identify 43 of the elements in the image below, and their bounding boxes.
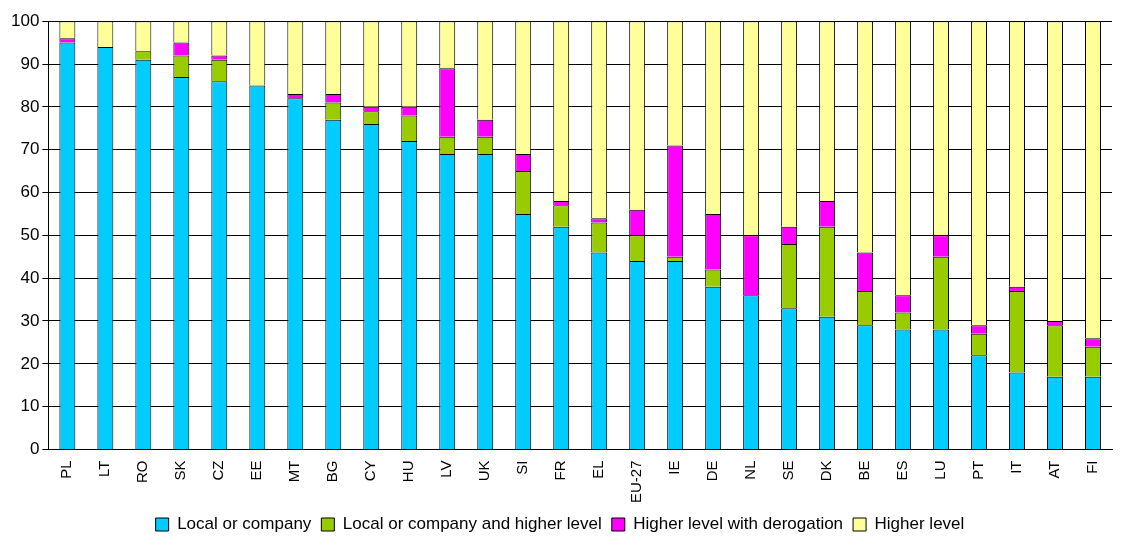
- x-tick-label: UK: [475, 460, 493, 482]
- x-tick-label: FI: [1083, 460, 1101, 474]
- x-tick-label: IE: [665, 460, 683, 475]
- y-tick-label: 90: [20, 53, 40, 73]
- legend-label: Local or company and higher level: [342, 514, 602, 534]
- x-tick-label: DE: [703, 460, 721, 482]
- x-tick-label: ES: [893, 460, 911, 481]
- x-tick-label: FR: [551, 460, 569, 481]
- x-tick-label: CY: [361, 460, 379, 482]
- x-tick-label: MT: [285, 460, 303, 483]
- y-tick-label: 40: [20, 267, 40, 287]
- y-tick-label: 10: [20, 396, 40, 416]
- x-tick-label: EL: [589, 460, 607, 479]
- x-tick-label: AT: [1045, 460, 1063, 479]
- legend-label: Higher level: [874, 514, 965, 534]
- x-tick-label: DK: [817, 460, 835, 482]
- y-tick-label: 30: [20, 310, 40, 330]
- x-tick-label: PL: [57, 460, 75, 479]
- y-tick-label: 50: [20, 225, 40, 245]
- x-tick-label: CZ: [209, 460, 227, 481]
- y-tick-label: 80: [20, 96, 40, 116]
- x-tick-label: EU-27: [627, 460, 645, 504]
- x-tick-label: EE: [247, 460, 265, 481]
- x-tick-label: LT: [95, 460, 113, 477]
- x-tick-label: NL: [741, 460, 759, 480]
- y-tick-label: 100: [10, 10, 40, 30]
- x-tick-label: RO: [133, 460, 151, 483]
- x-tick-label: IT: [1007, 460, 1025, 474]
- x-tick-label: LU: [931, 460, 949, 480]
- y-tick-label: 60: [20, 182, 40, 202]
- x-tick-label: SK: [171, 460, 189, 481]
- legend-label: Local or company: [177, 514, 312, 534]
- x-tick-label: SI: [513, 460, 531, 475]
- x-tick-label: PT: [969, 460, 987, 480]
- y-tick-label: 0: [29, 439, 40, 459]
- x-tick-label: HU: [399, 460, 417, 483]
- x-tick-label: LV: [437, 460, 455, 478]
- y-tick-label: 20: [20, 353, 40, 373]
- legend-label: Higher level with derogation: [633, 514, 844, 534]
- x-tick-label: SE: [779, 460, 797, 481]
- y-tick-label: 70: [20, 139, 40, 159]
- x-tick-label: BG: [323, 460, 341, 483]
- x-tick-label: BE: [855, 460, 873, 481]
